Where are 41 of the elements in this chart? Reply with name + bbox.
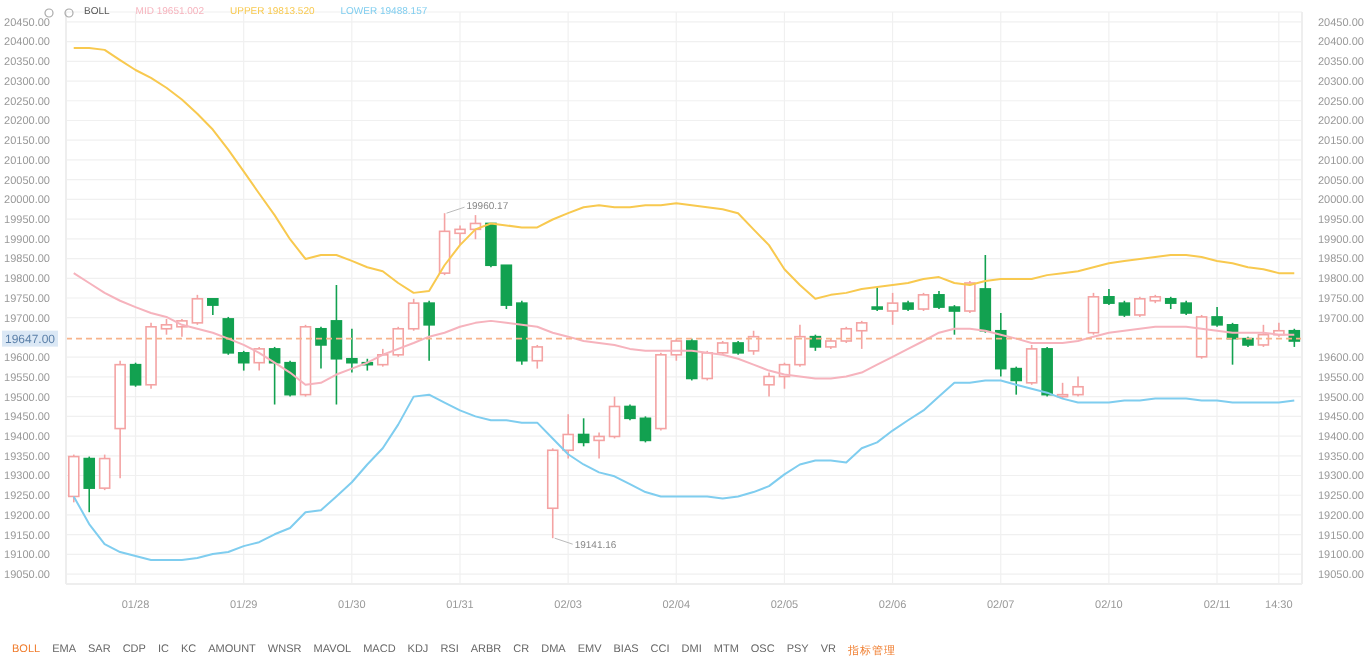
candlestick	[886, 292, 899, 326]
candlestick	[284, 359, 296, 398]
candlestick	[485, 222, 497, 269]
candlestick	[191, 294, 204, 326]
candlestick	[964, 280, 976, 314]
candlestick	[83, 455, 96, 513]
candlestick	[747, 329, 760, 356]
candlestick	[979, 254, 992, 334]
candlestick	[1041, 346, 1053, 398]
candlestick	[608, 395, 621, 440]
candlestick	[917, 292, 930, 312]
candlestick	[237, 350, 250, 372]
candlestick	[315, 326, 327, 370]
candlestick	[593, 431, 605, 460]
candlestick	[794, 324, 806, 368]
candlestick	[871, 286, 883, 312]
candlestick	[855, 320, 868, 350]
candlestick	[685, 337, 698, 382]
candlestick	[577, 417, 590, 448]
candlestick	[346, 327, 358, 374]
candlestick	[222, 316, 235, 356]
line-series	[72, 46, 1296, 300]
candlestick	[98, 453, 111, 491]
candlestick	[67, 453, 80, 504]
candlestick	[129, 361, 142, 388]
candlestick	[423, 299, 435, 362]
candlestick	[500, 264, 513, 310]
candlestick	[531, 344, 544, 370]
candlestick	[330, 284, 343, 406]
candlestick	[639, 415, 652, 444]
candlestick	[763, 371, 775, 398]
candlestick	[1211, 306, 1223, 328]
candlestick	[1025, 344, 1038, 386]
candlestick	[407, 297, 420, 332]
candlestick	[701, 350, 714, 382]
candlestick	[1087, 292, 1100, 336]
candlestick	[948, 304, 961, 336]
candlestick	[933, 290, 945, 310]
candlestick	[1257, 324, 1270, 348]
candlestick	[454, 224, 466, 246]
candlestick	[1072, 375, 1084, 398]
